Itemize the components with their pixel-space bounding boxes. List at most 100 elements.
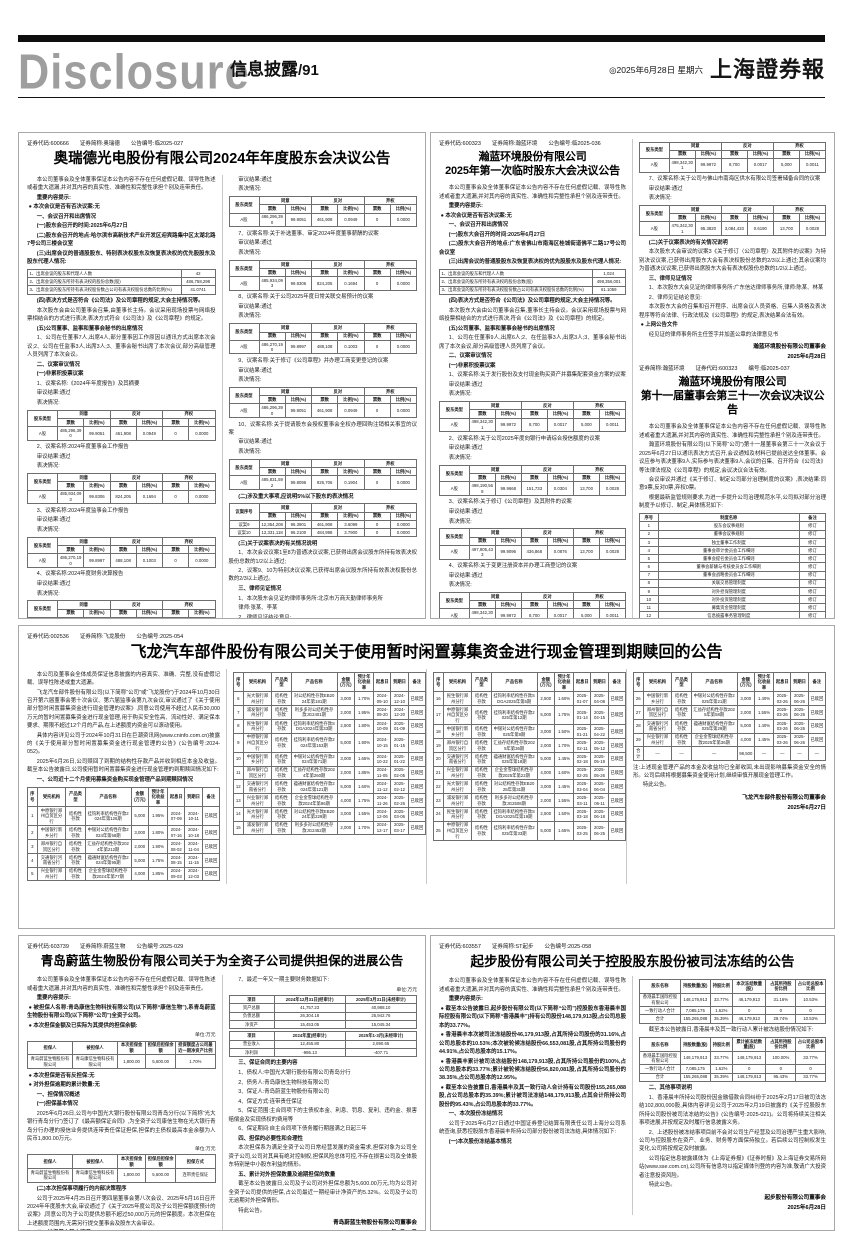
table-cell: 0.0000 [389, 403, 418, 419]
paragraph: 截至本公告披露日,公司及子公司对外担保总额为5,600.00万元,均为公司对全资… [228, 1181, 418, 1204]
table-cell: 1.95% [147, 806, 169, 827]
table-cell: 2 [639, 529, 659, 539]
table-cell: 1.90% [353, 732, 375, 753]
table-cell: 10.53% [795, 1014, 826, 1024]
table-header-cell: 比例(%) [746, 213, 774, 223]
table-cell: 485,934,093 [258, 276, 286, 291]
table-header-cell: 序号 [233, 671, 244, 693]
title-line-2: 2025年第一次临时股东大会决议公告 [445, 165, 620, 178]
table-header-cell: 同意 [468, 528, 522, 538]
table-header-cell: 受托机构 [442, 671, 473, 693]
table-row: 12 信息披露事务管理制度 修订 [639, 611, 827, 618]
table-cell: 0 [795, 1064, 826, 1074]
table-cell: 35.39% [709, 1072, 733, 1082]
paragraph: ● 截至本公告披露日,香港晨丰及其一致行动人合计持有公司股份155,265,08… [439, 1084, 626, 1108]
table-cell: 1.75% [553, 705, 575, 726]
table-header-cell: 2025年1-3月(未经审计) [344, 1031, 418, 1041]
table-cell: 结构性存款 [271, 732, 292, 753]
vote-table: 股东类型 同意 反对 弃权 票数 比例(%) 票数 比例(%) 票数 比例(%) A股 485,934… [228, 259, 418, 291]
table-header-cell: 票数 [572, 536, 600, 546]
table-header-cell: 金额(万元) [736, 671, 755, 693]
table-header-cell: 股东类型 [27, 473, 58, 491]
table-row: 28 交通银行河南省分行 结构性存款 蕴通财富结构性存款2025年第29期 5,000 1… [633, 718, 827, 734]
paragraph: 审议结果:通过 [36, 580, 71, 587]
table-cell: 兴业银行郑州分行 [36, 866, 67, 882]
table-cell: 6 [233, 691, 244, 707]
table-header-cell: 票数 [56, 481, 85, 491]
table-cell: 已赎回 [607, 820, 627, 841]
table-cell: 已赎回 [407, 705, 427, 720]
table-cell: 2,500 [536, 806, 555, 822]
table-cell: 2025-01-14 [573, 705, 592, 726]
table-row: 11 募集资金管理制度 修订 [639, 603, 827, 613]
paragraph: 表决情况: [238, 186, 262, 193]
table-cell: 1.50% [553, 806, 575, 822]
table-cell: 488,108 [310, 339, 339, 355]
table-cell: 33.77% [709, 992, 733, 1008]
table-cell: 1.45% [553, 779, 575, 795]
table-row: 一致行动人合计 7,085,175 1.62% 0 0 0 [639, 1064, 826, 1074]
table-header-cell: 反对 [311, 503, 365, 513]
table-cell: 2025-01-09 [390, 718, 409, 734]
table-cell: 1、出席会议的股东和代理人人数 [439, 269, 593, 279]
table-header-cell: 反对 [109, 409, 163, 419]
table-cell: 40,988.10 [344, 1003, 418, 1013]
table-header-cell: 担保人 [27, 1154, 73, 1169]
paragraph: 2025年6月26日,公司与中国光大银行股份有限公司青岛分行(以下简称“光大银行… [27, 1110, 216, 1143]
table-header-cell: 起息日 [773, 671, 792, 693]
paragraph: 表决情况: [448, 582, 472, 589]
table-header-cell: 比例(%) [83, 544, 111, 555]
table-cell: 0.0949 [135, 425, 164, 441]
data-table: 担保人 被担保人 本次担保金额 担保后担保余额 担保方式 青岛蔚蓝生物股份有限公司 青岛康信… [27, 1154, 216, 1183]
paragraph: 表决情况: [36, 399, 60, 406]
table-cell: 浦发银行郑州分行 [242, 705, 273, 720]
table-cell: 11 [233, 765, 244, 781]
table-cell: 1.65% [353, 751, 375, 767]
table-cell: 488,108 [109, 553, 137, 568]
table-header-cell: 票数 [258, 331, 286, 341]
table-row: A股 498,342,301 99.9972 8,700 0.0017 5,000 0.00… [439, 608, 627, 618]
table-cell: 0.0000 [389, 212, 418, 228]
table-header-cell: 比例(%) [546, 409, 574, 419]
masthead-bottom-rule [18, 97, 825, 98]
article-column-4: 序号 受托机构 产品类型 产品名称 金额(万元) 预计年化收益率 起息日 到期日 备注 26 中国银… [626, 669, 827, 884]
table-cell: 148,179,913 [679, 1050, 711, 1066]
paragraph: 2、议案9、10为特别决议议案,已获得出席会议股东所持有效表决权股份总数的2/3… [228, 568, 418, 583]
paragraph: 表决情况: [448, 455, 472, 462]
table-cell: 1.75% [147, 852, 169, 868]
table-cell: 7,085,175 [679, 1064, 711, 1074]
article-column-1: 本公司及董事会全体成员保证信息披露的内容真实、准确、完整,没有虚假记载、误导性陈… [27, 669, 226, 883]
table-header-cell: 票数 [572, 600, 600, 610]
table-row: 18 中国银行新乡分行 结构性存款 中银对公结构性存款2025年第9期 3,000 1.5… [433, 724, 627, 740]
table-cell: 926,706 [310, 475, 339, 491]
table-header-cell: 股东类型 [228, 196, 260, 214]
table-header-cell: 票数 [520, 600, 548, 610]
table-cell: 中国银行新乡分行 [242, 751, 273, 767]
table-header-cell: 票数 [468, 473, 496, 483]
table-header-cell: 本次担保金额 [116, 1040, 147, 1056]
table-cell: 1.80% [147, 825, 169, 841]
masthead-dateline: ◎2025年6月28日 星期六 [609, 65, 703, 75]
table-header-cell: 比例(%) [135, 417, 164, 427]
table-cell: 99.8306 [284, 276, 313, 291]
table-cell: 0 [363, 527, 391, 538]
table-cell: 结构性存款 [271, 691, 292, 707]
table-cell: 17 [433, 705, 444, 726]
table-cell: 2024-09-03 [167, 866, 186, 882]
table-cell: 2024-08-02 [167, 839, 186, 854]
table-header-cell: 票数 [363, 467, 391, 477]
paragraph: (三)出席会议的普通股股东、特别表决权股东及恢复表决权的优先股股东及股东代理人情… [27, 250, 216, 266]
table-cell: 29.74% [765, 1014, 797, 1024]
table-header-cell: 序号 [633, 671, 644, 693]
paragraph: 特此公告。 [238, 1207, 266, 1214]
table-header-cell: 预计年化收益率 [753, 671, 775, 693]
article-meta: 证券简称:瀚蓝环境 证券代码:600323 编号:临2025-037 [639, 366, 790, 373]
table-cell: 461,908 [310, 519, 339, 529]
table-cell: A股 [639, 221, 670, 237]
table-cell: 已赎回 [407, 779, 427, 795]
paragraph: 二、议案审议情况 [448, 353, 492, 360]
table-cell: 12,455.80 [273, 1039, 346, 1049]
table-cell: 0.0000 [389, 519, 418, 529]
